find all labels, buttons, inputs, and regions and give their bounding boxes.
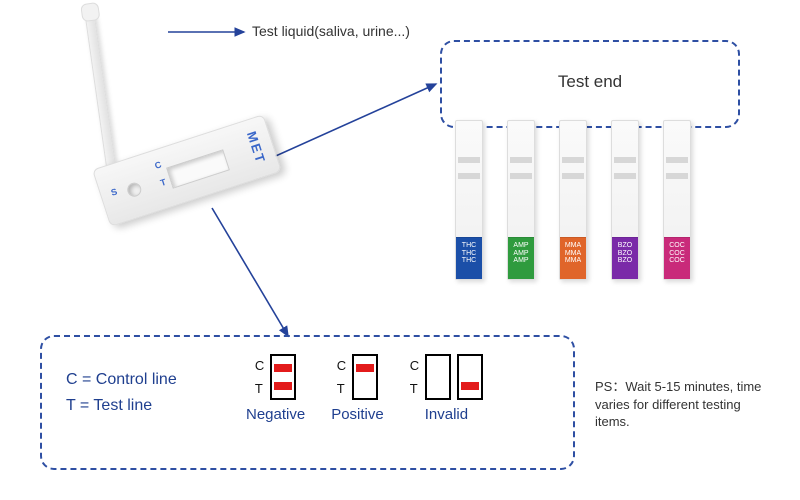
strip-code: BZO BZO BZO <box>612 237 638 279</box>
stick-tip <box>80 2 100 22</box>
cassette-mark-s: S <box>110 186 119 197</box>
test-strip: THC THC THC <box>455 120 483 280</box>
result-label: Negative <box>246 406 305 423</box>
result-cell <box>425 354 451 400</box>
ct-labels: CT <box>410 359 419 395</box>
ct-labels: CT <box>337 359 346 395</box>
cassette-well <box>125 181 143 199</box>
test-end-box: Test end <box>440 40 740 128</box>
result-column: CT Positive <box>331 354 384 423</box>
result-cell <box>352 354 378 400</box>
result-cell <box>457 354 483 400</box>
cassette-mark-c: C <box>153 159 162 171</box>
result-label: Positive <box>331 406 384 423</box>
strip-code: THC THC THC <box>456 237 482 279</box>
test-cassette: S C T MET <box>92 114 288 246</box>
cassette-brand: MET <box>236 117 277 180</box>
test-strip: COC COC COC <box>663 120 691 280</box>
strip-code: MMA MMA MMA <box>560 237 586 279</box>
test-strips: THC THC THC AMP AMP AMP MMA MMA MMA BZO BZO… <box>455 120 691 280</box>
t-line-label: T = Test line <box>66 397 152 415</box>
ps-note: PS：Wait 5-15 minutes, time varies for di… <box>595 378 775 431</box>
cassette-window <box>166 149 230 188</box>
test-liquid-label: Test liquid(saliva, urine...) <box>252 23 410 39</box>
results-row: CT Negative CT Positive CT Invalid <box>246 354 483 423</box>
test-strip: AMP AMP AMP <box>507 120 535 280</box>
result-cell <box>270 354 296 400</box>
c-line-label: C = Control line <box>66 371 177 389</box>
strip-code: COC COC COC <box>664 237 690 279</box>
strip-code: AMP AMP AMP <box>508 237 534 279</box>
test-end-label: Test end <box>442 72 738 92</box>
result-label: Invalid <box>425 406 468 423</box>
test-strip: MMA MMA MMA <box>559 120 587 280</box>
cassette-mark-t: T <box>159 177 167 188</box>
test-strip: BZO BZO BZO <box>611 120 639 280</box>
result-column: CT Invalid <box>410 354 483 423</box>
result-column: CT Negative <box>246 354 305 423</box>
test-stick <box>85 14 119 184</box>
ct-labels: CT <box>255 359 264 395</box>
